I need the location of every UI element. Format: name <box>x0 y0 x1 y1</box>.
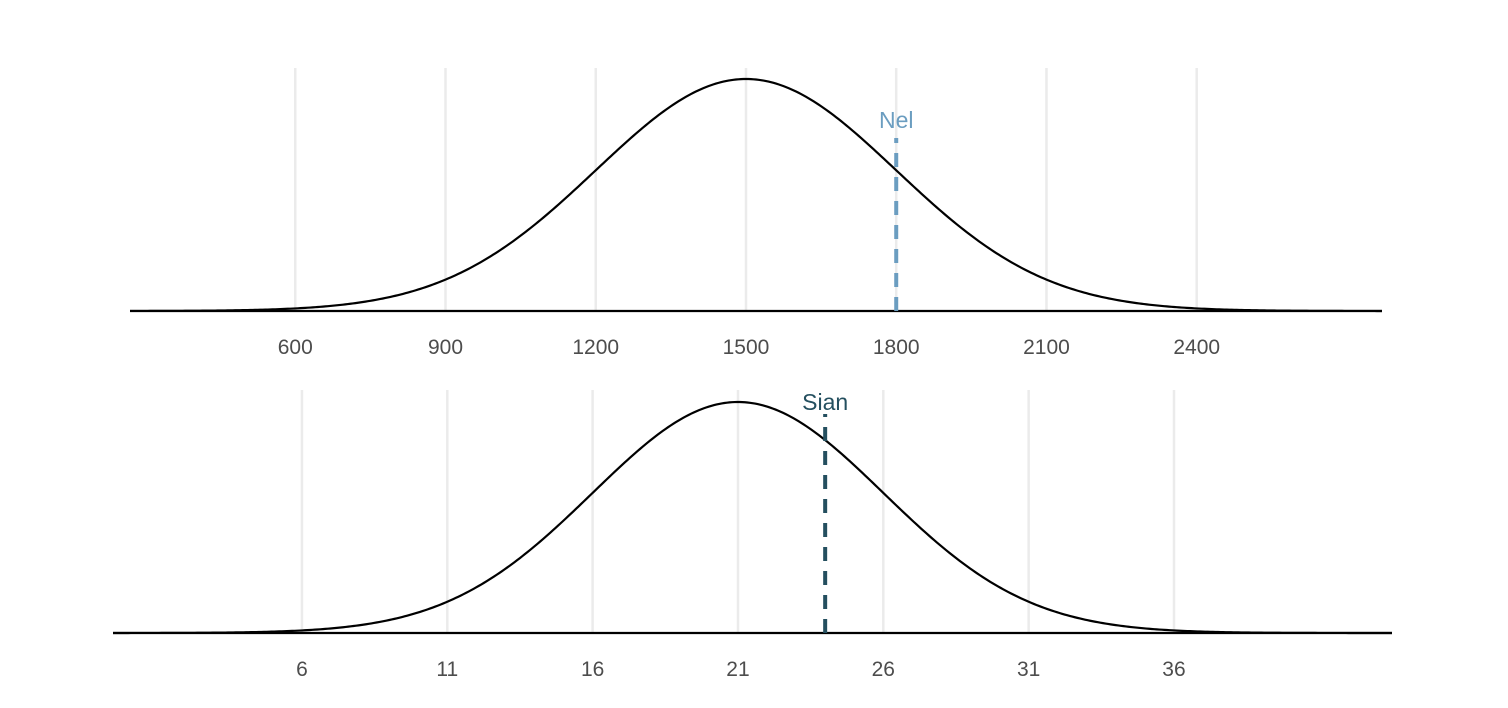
marker-label-sian: Sian <box>802 389 848 415</box>
tick-label: 36 <box>1162 658 1185 681</box>
panel-top: Nel 600 900 1200 1500 1800 2100 2400 <box>129 68 1382 359</box>
tick-label: 900 <box>428 336 463 359</box>
tick-label: 21 <box>726 658 749 681</box>
tick-label: 6 <box>296 658 308 681</box>
density-curve <box>113 400 1392 635</box>
tick-label: 11 <box>436 658 458 681</box>
tick-label: 31 <box>1017 658 1040 681</box>
density-curve <box>129 77 1382 313</box>
tick-label: 1800 <box>873 336 920 359</box>
tick-label: 1200 <box>572 336 619 359</box>
tick-label: 600 <box>278 336 313 359</box>
panel-bottom: Sian 6 11 16 21 26 31 36 <box>113 389 1392 681</box>
marker-label-nel: Nel <box>879 107 914 133</box>
tick-label: 16 <box>581 658 604 681</box>
tick-label: 26 <box>872 658 895 681</box>
tick-label: 2100 <box>1023 336 1070 359</box>
tick-label: 1500 <box>723 336 770 359</box>
tick-label: 2400 <box>1173 336 1220 359</box>
